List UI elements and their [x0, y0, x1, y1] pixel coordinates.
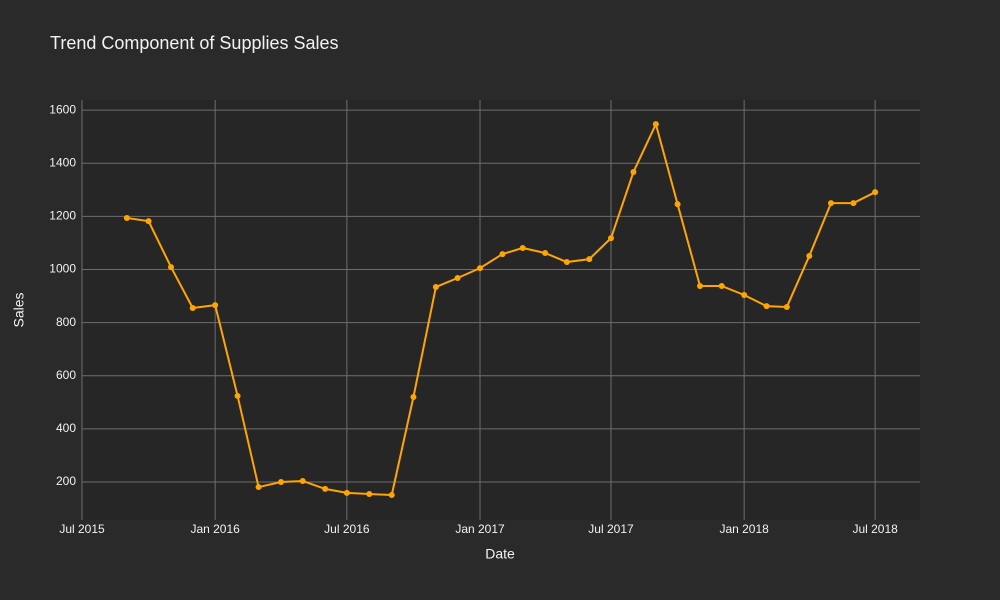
data-point	[168, 264, 175, 271]
x-tick-label: Jan 2016	[190, 522, 240, 536]
data-point	[499, 251, 506, 258]
data-point	[410, 394, 417, 401]
data-point	[872, 189, 879, 196]
data-point	[343, 489, 350, 496]
data-point	[763, 303, 770, 310]
x-tick-label: Jul 2015	[59, 522, 105, 536]
data-point	[827, 200, 834, 207]
y-tick-label: 1600	[49, 102, 76, 116]
data-point	[366, 490, 373, 497]
data-point	[432, 284, 439, 291]
y-tick-label: 400	[56, 421, 76, 435]
data-point	[299, 477, 306, 484]
data-point	[212, 302, 219, 309]
x-tick-label: Jul 2017	[588, 522, 634, 536]
x-tick-label: Jan 2017	[455, 522, 505, 536]
data-point	[697, 282, 704, 289]
data-point	[388, 492, 395, 499]
data-point	[278, 479, 285, 486]
y-axis-label: Sales	[11, 292, 27, 327]
data-point	[454, 274, 461, 281]
data-point	[145, 218, 152, 225]
data-point	[477, 265, 484, 272]
data-point	[630, 168, 637, 175]
data-point	[850, 200, 857, 207]
data-point	[234, 392, 241, 399]
data-point	[542, 250, 549, 257]
data-point	[255, 484, 262, 491]
x-tick-label: Jul 2016	[324, 522, 370, 536]
x-tick-label: Jul 2018	[852, 522, 898, 536]
data-point	[123, 214, 130, 221]
x-axis-label: Date	[485, 546, 515, 562]
data-point	[189, 305, 196, 312]
data-point	[586, 256, 593, 263]
data-point	[741, 291, 748, 298]
y-tick-label: 200	[56, 474, 76, 488]
x-tick-label: Jan 2018	[719, 522, 769, 536]
chart-title: Trend Component of Supplies Sales	[50, 33, 339, 53]
y-tick-label: 1400	[49, 155, 76, 169]
y-tick-label: 600	[56, 368, 76, 382]
data-point	[563, 259, 570, 266]
y-tick-label: 1000	[49, 262, 76, 276]
y-tick-label: 1200	[49, 209, 76, 223]
data-point	[674, 201, 681, 208]
data	[123, 121, 879, 499]
grid	[81, 100, 920, 520]
data-point	[718, 282, 725, 289]
plot-area	[82, 100, 920, 520]
data-point	[806, 252, 813, 259]
data-point	[322, 485, 329, 492]
data-point	[519, 244, 526, 251]
data-point	[607, 235, 614, 242]
data-point	[652, 121, 659, 128]
y-tick-label: 800	[56, 315, 76, 329]
data-point	[783, 303, 790, 310]
